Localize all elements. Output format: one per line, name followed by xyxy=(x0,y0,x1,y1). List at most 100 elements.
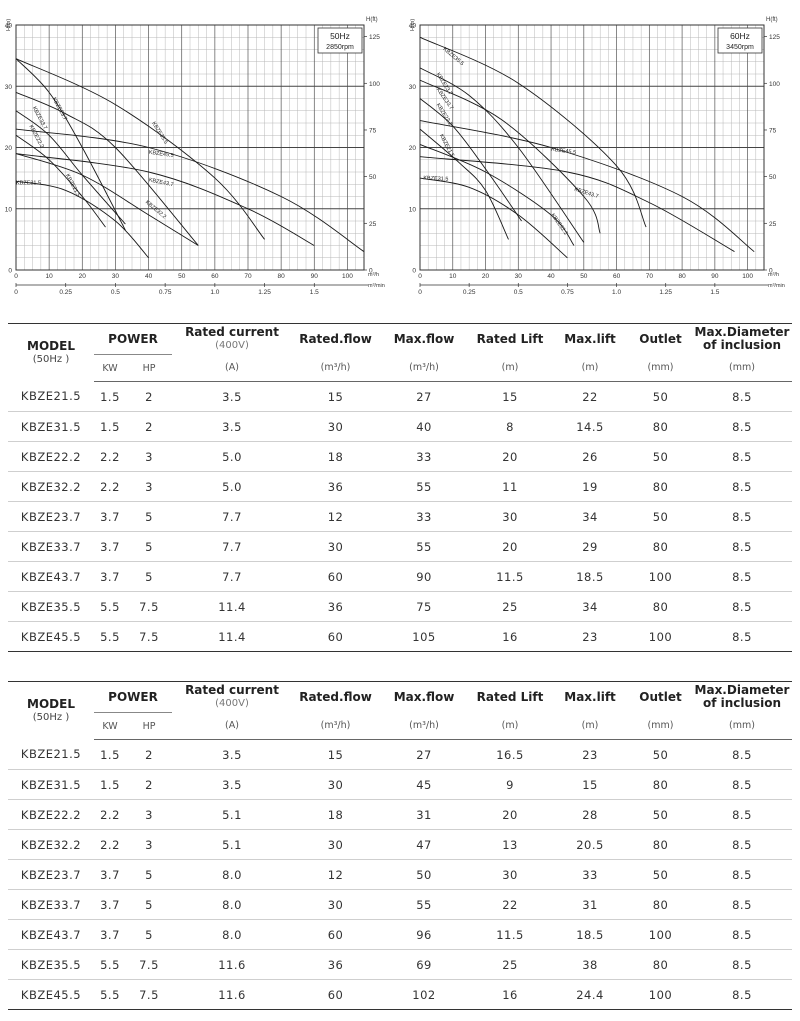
table-row: KBZE22.2 2.2 3 5.0 18 33 20 26 50 8.5 xyxy=(8,441,793,472)
kw-cell: 1.5 xyxy=(94,739,126,770)
max-diameter-cell: 8.5 xyxy=(692,799,793,830)
kw-cell: 5.5 xyxy=(94,949,126,980)
max-lift-cell: 26 xyxy=(551,441,630,472)
max-diameter-cell: 8.5 xyxy=(692,919,793,950)
kw-cell: 5.5 xyxy=(94,979,126,1010)
rated-flow-cell: 36 xyxy=(292,471,380,502)
max-flow-cell: 40 xyxy=(379,411,470,442)
curve-label: KBZE31.5 xyxy=(16,180,41,186)
curve-label: KBZE23.7 xyxy=(51,97,68,122)
x-tick-label: 80 xyxy=(278,273,286,280)
y-tick-label: 0 xyxy=(8,268,12,275)
curve-kbze23-7 xyxy=(419,67,585,243)
max-diameter-cell: 8.5 xyxy=(692,829,793,860)
x2-tick-label: 0.75 xyxy=(159,289,172,296)
kw-cell: 1.5 xyxy=(94,769,126,800)
max-diameter-header-line1: Max.Diameter xyxy=(694,683,790,698)
max-flow-cell: 45 xyxy=(379,769,470,800)
max-diameter-cell: 8.5 xyxy=(692,531,793,562)
outlet-cell: 100 xyxy=(629,979,693,1010)
x-tick-label: 70 xyxy=(244,273,252,280)
x-tick-label: 10 xyxy=(449,273,457,280)
curve-kbze45-5 xyxy=(15,128,365,252)
outlet-cell: 50 xyxy=(629,441,693,472)
x2-tick-label: 1.0 xyxy=(210,289,219,296)
x-tick-label: 40 xyxy=(547,273,555,280)
x2-tick-label: 1.25 xyxy=(258,289,271,296)
x2-tick-label: 1.5 xyxy=(710,289,719,296)
table-body: KBZE21.5 1.5 2 3.5 15 27 15 22 50 8.5 KBZE31.5 1.5 2… xyxy=(8,381,793,652)
performance-chart-50hz: 0 10 20 30 40 0 25 50 75 100 125 0 10 20 30 40 50 60 70 80 9… xyxy=(0,0,400,300)
y-tick-label: 20 xyxy=(5,145,13,152)
outlet-header: Outlet xyxy=(639,331,682,346)
table-row: KBZE45.5 5.5 7.5 11.4 60 105 16 23 100 8.5 xyxy=(8,621,793,652)
model-cell: KBZE33.7 xyxy=(8,889,94,920)
rated-flow-header: Rated.flow xyxy=(299,331,372,346)
max-diameter-cell: 8.5 xyxy=(692,411,793,442)
max-flow-cell: 47 xyxy=(379,829,470,860)
max-lift-cell: 24.4 xyxy=(551,979,630,1010)
table-row: KBZE22.2 2.2 3 5.1 18 31 20 28 50 8.5 xyxy=(8,799,793,830)
table-row: KBZE43.7 3.7 5 8.0 60 96 11.5 18.5 100 8.5 xyxy=(8,919,793,950)
kw-cell: 1.5 xyxy=(94,411,126,442)
x-axis-label: m³/h xyxy=(768,272,779,278)
max-flow-cell: 27 xyxy=(379,739,470,770)
kw-header: KW xyxy=(94,712,126,740)
model-cell: KBZE23.7 xyxy=(8,501,94,532)
rated-lift-cell: 30 xyxy=(469,859,552,890)
curve-label: KBZE35.5 xyxy=(150,121,168,145)
kw-cell: 2.2 xyxy=(94,829,126,860)
table-row: KBZE31.5 1.5 2 3.5 30 45 9 15 80 8.5 xyxy=(8,769,793,800)
kw-cell: 3.7 xyxy=(94,889,126,920)
x2-tick-label: 0 xyxy=(14,289,18,296)
y-tick-label: 0 xyxy=(412,268,416,275)
y-axis-right-label: H(ft) xyxy=(766,17,778,23)
rated-current-header: Rated current (400V) xyxy=(172,324,292,355)
max-diameter-unit: (mm) xyxy=(692,712,793,740)
kw-cell: 3.7 xyxy=(94,859,126,890)
rated-flow-header: Rated.flow xyxy=(299,689,372,704)
max-diameter-header: Max.Diameter of inclusion xyxy=(692,682,792,713)
kw-cell: 5.5 xyxy=(94,591,126,622)
max-flow-cell: 55 xyxy=(379,531,470,562)
y-axis-right-label: H(ft) xyxy=(366,17,378,23)
rated-lift-cell: 25 xyxy=(469,949,552,980)
rated-lift-cell: 15 xyxy=(469,381,552,412)
max-flow-unit: (m³/h) xyxy=(379,712,470,740)
max-flow-cell: 33 xyxy=(379,501,470,532)
max-diameter-header-line1: Max.Diameter xyxy=(694,325,790,340)
x-tick-label: 0 xyxy=(14,273,18,280)
max-lift-unit: (m) xyxy=(551,354,630,382)
y-ft-tick-label: 125 xyxy=(369,34,380,41)
table-row: KBZE31.5 1.5 2 3.5 30 40 8 14.5 80 8.5 xyxy=(8,411,793,442)
rated-flow-unit: (m³/h) xyxy=(292,354,380,382)
power-header: POWER xyxy=(94,681,173,713)
outlet-header: Outlet xyxy=(639,689,682,704)
x-tick-label: 60 xyxy=(613,273,621,280)
kw-cell: 3.7 xyxy=(94,531,126,562)
model-header-label: MODEL xyxy=(27,338,75,353)
y-tick-label: 40 xyxy=(409,23,417,30)
x-tick-label: 20 xyxy=(482,273,490,280)
kw-cell: 2.2 xyxy=(94,799,126,830)
outlet-cell: 50 xyxy=(629,501,693,532)
x2-axis-label: m³/min xyxy=(368,283,385,289)
max-diameter-cell: 8.5 xyxy=(692,621,793,652)
max-flow-header: Max.flow xyxy=(393,331,455,346)
curve-label: KBZE31.5 xyxy=(423,175,448,182)
rated-current-cell: 5.0 xyxy=(172,471,293,502)
kw-cell: 5.5 xyxy=(94,621,126,652)
rated-current-cell: 8.0 xyxy=(172,889,293,920)
chart-svg: 0 10 20 30 40 0 25 50 75 100 125 0 10 20 30 40 50 60 70 80 9… xyxy=(409,17,785,296)
curve-kbze21-5 xyxy=(15,134,106,228)
outlet-cell: 80 xyxy=(629,471,693,502)
plot-frame xyxy=(15,24,365,271)
rated-lift-cell: 22 xyxy=(469,889,552,920)
rated-current-cell: 7.7 xyxy=(172,501,293,532)
table-units-row: KW HP (A) (m³/h) (m³/h) (m) (m) (mm) (mm… xyxy=(8,354,793,382)
rated-lift-cell: 20 xyxy=(469,799,552,830)
model-header-sub: (50Hz ) xyxy=(32,711,70,723)
table-row: KBZE33.7 3.7 5 7.7 30 55 20 29 80 8.5 xyxy=(8,531,793,562)
max-lift-header: Max.lift xyxy=(564,331,616,346)
model-cell: KBZE22.2 xyxy=(8,799,94,830)
